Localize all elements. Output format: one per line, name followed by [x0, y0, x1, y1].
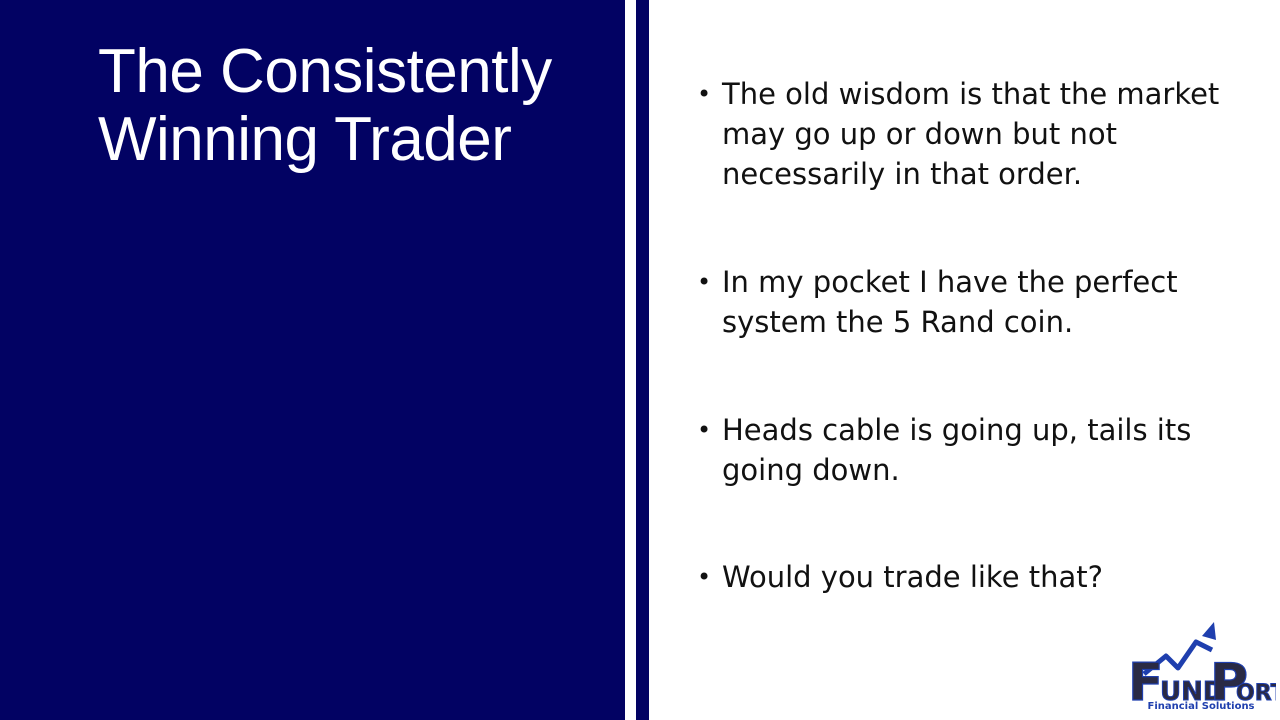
- logo-letters-und: UND: [1160, 677, 1224, 702]
- divider-stripe: [636, 0, 649, 720]
- bullet-item: • Heads cable is going up, tails its goi…: [697, 410, 1257, 490]
- bullet-dot: •: [697, 416, 712, 444]
- bullet-dot: •: [697, 268, 712, 296]
- fundport-logo-mark: F UND P ORT: [1127, 622, 1276, 702]
- slide-title-line-2: Winning Trader: [98, 105, 512, 174]
- bullet-text: The old wisdom is that the market may go…: [722, 77, 1220, 191]
- slide-title: The Consistently Winning Trader: [98, 38, 598, 174]
- logo-letter-p: P: [1210, 653, 1248, 702]
- slide-title-line-1: The Consistently: [98, 37, 552, 106]
- title-panel: [0, 0, 625, 720]
- fundport-logo: F UND P ORT Financial Solutions: [1126, 616, 1276, 716]
- logo-tagline: Financial Solutions: [1147, 701, 1255, 712]
- bullet-item: • Would you trade like that?: [697, 557, 1257, 597]
- bullet-text: Heads cable is going up, tails its going…: [722, 413, 1192, 487]
- panel-divider-gap: [625, 0, 636, 720]
- bullet-dot: •: [697, 80, 712, 108]
- logo-letters-ort: ORT: [1236, 681, 1276, 702]
- bullet-dot: •: [697, 563, 712, 591]
- bullet-item: • In my pocket I have the perfect system…: [697, 262, 1257, 342]
- bullet-item: • The old wisdom is that the market may …: [697, 74, 1257, 194]
- bullet-text: Would you trade like that?: [722, 560, 1104, 594]
- logo-letter-f: F: [1128, 653, 1164, 702]
- bullet-text: In my pocket I have the perfect system t…: [722, 265, 1178, 339]
